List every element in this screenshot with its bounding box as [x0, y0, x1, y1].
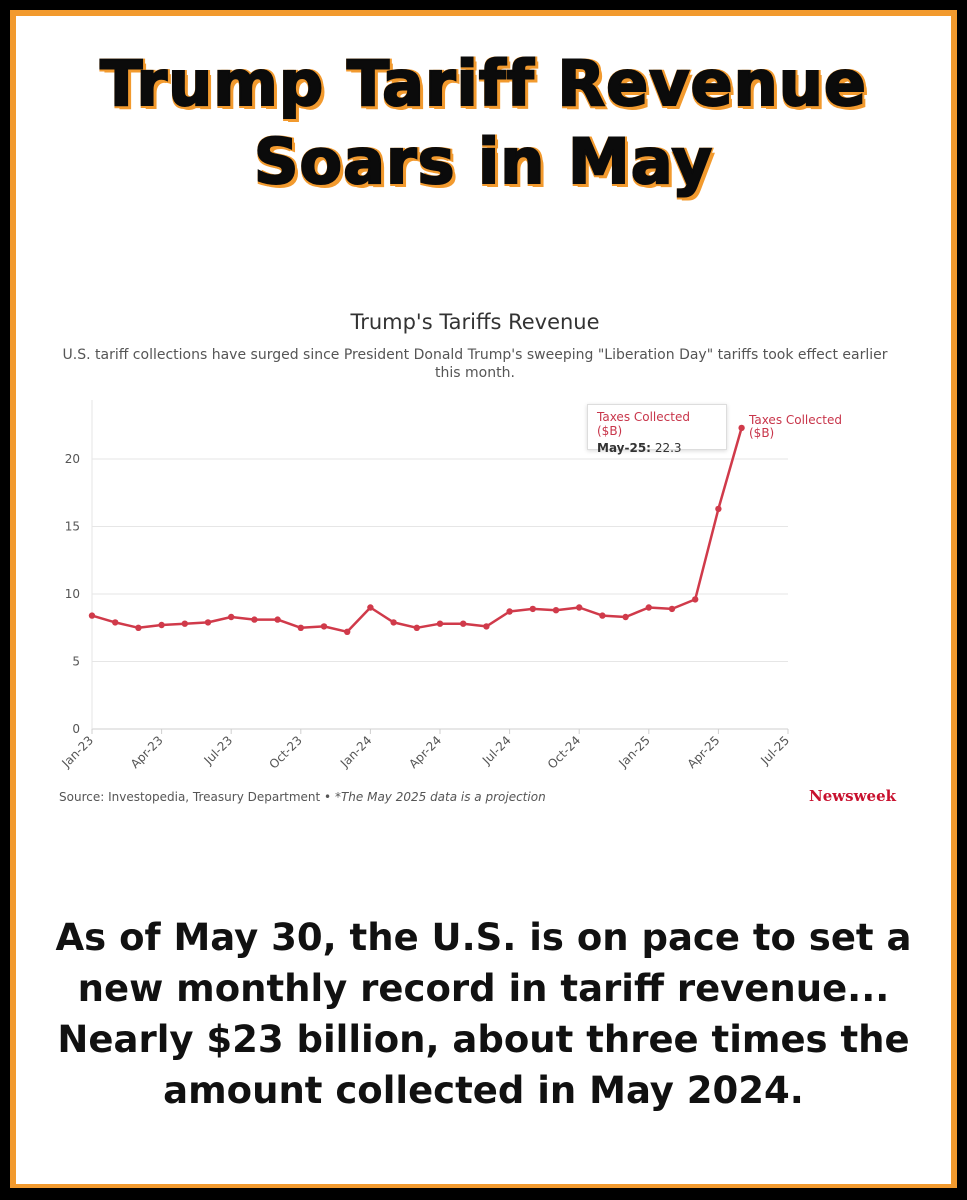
series-line [91, 427, 743, 634]
y-axis-ticks: 0 5 10 15 20 [65, 452, 80, 736]
data-point-Jan-25[interactable] [645, 604, 652, 611]
data-point-Nov-23[interactable] [320, 623, 328, 630]
headline: Trump Tariff Revenue Soars in May [0, 45, 967, 201]
data-point-Jun-23[interactable] [204, 619, 212, 626]
y-tick-label: 20 [65, 452, 80, 466]
y-tick-label: 0 [72, 722, 80, 736]
data-point-Mar-23[interactable] [135, 624, 142, 631]
footer-line-3: Nearly $23 billion, about three times th… [57, 1018, 910, 1061]
data-point-Feb-23[interactable] [112, 619, 119, 626]
y-tick-label: 10 [65, 587, 80, 601]
data-point-Nov-24[interactable] [599, 612, 606, 619]
x-tick-label: Jan-24 [337, 733, 375, 771]
data-point-Mar-24[interactable] [413, 624, 420, 631]
y-tick-label: 5 [72, 655, 80, 669]
headline-line-2: Soars in May [253, 124, 714, 199]
x-tick-label: Jan-25 [615, 733, 653, 771]
x-tick-label: Jul-25 [757, 733, 792, 768]
data-point-Feb-25[interactable] [668, 605, 676, 613]
data-point-Aug-23[interactable] [251, 616, 258, 623]
data-point-Oct-23[interactable] [297, 624, 304, 631]
data-point-Feb-24[interactable] [390, 619, 397, 626]
data-point-May-24[interactable] [460, 620, 467, 627]
chart-subtitle: U.S. tariff collections have surged sinc… [62, 347, 888, 381]
data-point-Jun-24[interactable] [483, 623, 490, 630]
x-tick-label: Apr-23 [128, 733, 166, 771]
data-point-Mar-25[interactable] [692, 596, 699, 603]
footer-line-1: As of May 30, the U.S. is on pace to set… [55, 916, 912, 959]
tooltip-value: 22.3 [654, 441, 682, 455]
data-point-Jan-23[interactable] [88, 612, 96, 619]
chart-source: Source: Investopedia, Treasury Departmen… [59, 790, 546, 804]
bottom-strip [0, 1188, 967, 1200]
footer-line-2: new monthly record in tariff revenue... [77, 967, 890, 1010]
chart-tooltip: Taxes Collected ($B) May-25: 22.3 [587, 404, 727, 455]
data-point-Dec-24[interactable] [622, 613, 629, 621]
series-end-label-line-2: ($B) [749, 426, 775, 440]
headline-line-1: Trump Tariff Revenue [99, 46, 867, 121]
chart-title: Trump's Tariffs Revenue [350, 310, 600, 334]
newsweek-logo: Newsweek [809, 787, 897, 805]
data-point-May-23[interactable] [181, 620, 188, 627]
data-point-Apr-24[interactable] [436, 620, 444, 627]
x-tick-label: Jul-23 [201, 733, 236, 768]
series-end-label: Taxes Collected ($B) [749, 414, 859, 440]
data-point-Aug-24[interactable] [529, 605, 536, 613]
source-text: Source: Investopedia, Treasury Departmen… [59, 790, 332, 804]
data-point-Jan-24[interactable] [367, 604, 374, 611]
x-tick-label: Apr-24 [406, 733, 444, 771]
x-tick-label: Jan-23 [59, 733, 97, 771]
series-end-label-line-1: Taxes Collected [749, 413, 842, 427]
data-point-Sep-23[interactable] [274, 616, 281, 623]
x-tick-label: Apr-25 [685, 733, 723, 771]
data-point-May-25[interactable] [738, 424, 745, 432]
white-card [16, 16, 951, 1184]
series-taxes-collected [88, 424, 745, 635]
x-axis-ticks: Jan-23 Apr-23 Jul-23 Oct-23 Jan-24 Apr-24 Jul-… [59, 729, 792, 772]
y-tick-label: 15 [65, 520, 80, 534]
data-point-Sep-24[interactable] [552, 607, 560, 614]
footer-caption: As of May 30, the U.S. is on pace to set… [0, 912, 967, 1116]
data-point-Jul-23[interactable] [228, 613, 235, 621]
footer-line-4: amount collected in May 2024. [163, 1069, 804, 1112]
data-point-Oct-24[interactable] [576, 604, 583, 611]
data-point-Jul-24[interactable] [506, 608, 513, 615]
x-tick-label: Oct-23 [266, 733, 304, 771]
tooltip-series-name: Taxes Collected ($B) [597, 410, 690, 438]
tooltip-label: May-25: [597, 441, 651, 455]
x-tick-label: Jul-24 [479, 733, 514, 768]
source-note: *The May 2025 data is a projection [334, 790, 546, 804]
data-point-Apr-23[interactable] [158, 621, 165, 629]
data-point-Dec-23[interactable] [344, 628, 351, 635]
x-tick-label: Oct-24 [545, 733, 583, 771]
data-point-Apr-25[interactable] [715, 505, 722, 513]
